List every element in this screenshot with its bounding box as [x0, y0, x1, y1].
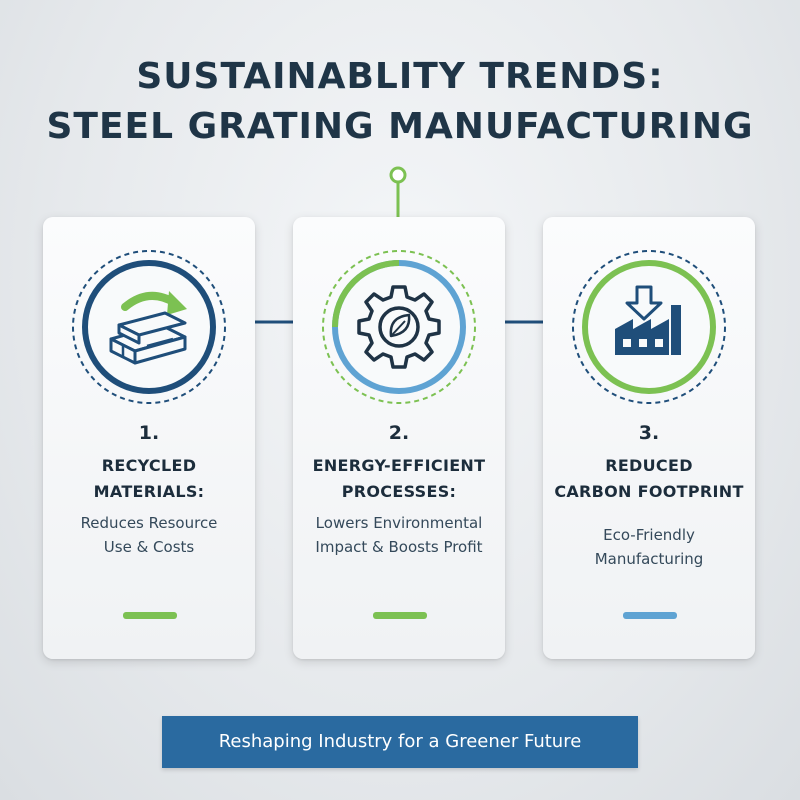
- top-drop-node: [389, 166, 407, 184]
- card-recycled-materials: 1. RECYCLED MATERIALS: Reduces Resource …: [43, 217, 255, 659]
- card-description: Lowers Environmental Impact & Boosts Pro…: [293, 511, 505, 559]
- card-energy-efficient-processes: 2. ENERGY-EFFICIENT PROCESSES: Lowers En…: [293, 217, 505, 659]
- card-number: 1.: [138, 422, 160, 444]
- gear-leaf-icon: [319, 247, 479, 407]
- card-heading-line: CARBON FOOTPRINT: [554, 482, 744, 501]
- card-description-line: Impact & Boosts Profit: [315, 538, 483, 556]
- card-heading: RECYCLED MATERIALS:: [43, 453, 255, 505]
- card-heading-line: MATERIALS:: [93, 482, 205, 501]
- footer-banner: Reshaping Industry for a Greener Future: [162, 716, 638, 768]
- card-heading-line: ENERGY-EFFICIENT: [312, 456, 486, 475]
- card-description-line: Lowers Environmental: [315, 514, 483, 532]
- page-title-line-1: SUSTAINABLITY TRENDS:: [136, 56, 664, 97]
- card-heading-line: REDUCED: [605, 456, 693, 475]
- card-heading: ENERGY-EFFICIENT PROCESSES:: [293, 453, 505, 505]
- card-description-line: Use & Costs: [103, 538, 195, 556]
- card-heading-line: PROCESSES:: [341, 482, 457, 501]
- accent-bar: [623, 612, 677, 619]
- recycled-steel-icon: [69, 247, 229, 407]
- accent-bar: [373, 612, 427, 619]
- card-description: Eco-Friendly Manufacturing: [543, 523, 755, 571]
- card-number: 2.: [388, 422, 410, 444]
- page-title-line-2: STEEL GRATING MANUFACTURING: [46, 106, 754, 147]
- factory-down-arrow-icon: [569, 247, 729, 407]
- card-description-line: Reduces Resource: [80, 514, 218, 532]
- card-reduced-carbon-footprint: 3. REDUCED CARBON FOOTPRINT Eco-Friendly…: [543, 217, 755, 659]
- card-number: 3.: [638, 422, 660, 444]
- card-description-line: Manufacturing: [594, 550, 704, 568]
- card-heading: REDUCED CARBON FOOTPRINT: [543, 453, 755, 505]
- card-description: Reduces Resource Use & Costs: [43, 511, 255, 559]
- accent-bar: [123, 612, 177, 619]
- card-heading-line: RECYCLED: [101, 456, 197, 475]
- card-description-line: Eco-Friendly: [603, 526, 695, 544]
